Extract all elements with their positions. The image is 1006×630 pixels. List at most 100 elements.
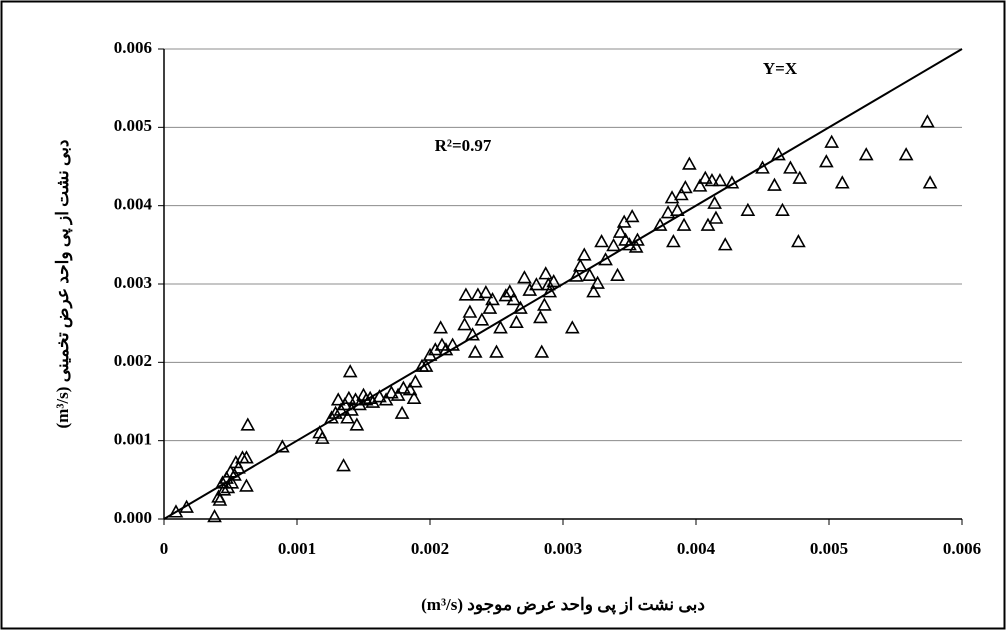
point: [628, 239, 644, 253]
point: [660, 205, 676, 219]
point: [590, 275, 605, 289]
point: [767, 177, 782, 191]
point: [630, 232, 645, 246]
point: [624, 208, 640, 223]
x-tick-label: 0.002: [411, 539, 449, 558]
point: [314, 430, 330, 444]
point: [697, 170, 713, 184]
y-tick-label: 0.000: [114, 508, 152, 527]
point: [478, 284, 494, 299]
point: [692, 178, 708, 192]
point: [529, 277, 544, 291]
point: [462, 304, 478, 318]
point: [700, 217, 716, 231]
x-tick-label: 0.003: [544, 539, 582, 558]
point: [239, 478, 254, 492]
point: [740, 202, 756, 216]
point: [707, 195, 722, 209]
point: [666, 234, 681, 248]
point: [724, 175, 740, 189]
point: [328, 405, 343, 419]
point: [712, 172, 728, 187]
y-tick-label: 0.003: [114, 273, 152, 292]
point: [216, 482, 232, 496]
point: [506, 292, 522, 306]
point: [610, 267, 625, 281]
point: [755, 160, 770, 174]
point: [467, 344, 483, 358]
point: [168, 504, 184, 518]
point: [336, 458, 351, 472]
point: [824, 134, 840, 148]
point: [358, 392, 374, 406]
point: [582, 267, 597, 281]
point: [598, 252, 613, 266]
point: [342, 364, 358, 378]
point: [576, 247, 592, 261]
point: [708, 210, 724, 224]
point: [330, 392, 346, 406]
point: [898, 147, 914, 161]
point: [349, 417, 365, 431]
point: [384, 385, 399, 399]
point: [670, 202, 685, 216]
point: [537, 297, 552, 311]
point: [664, 190, 680, 204]
point: [517, 270, 532, 284]
point: [458, 287, 474, 301]
y-axis-label: دبی نشت از پی واحد عرض تخمینی (m³/s): [53, 140, 73, 429]
x-tick-label: 0.005: [810, 539, 848, 558]
annotation: Y=X: [763, 59, 798, 78]
point: [418, 358, 434, 372]
point: [231, 460, 246, 474]
point: [717, 237, 733, 251]
point: [239, 450, 254, 464]
point: [465, 327, 480, 341]
point: [676, 217, 692, 231]
point: [678, 180, 693, 194]
point: [674, 187, 689, 201]
point: [457, 317, 472, 331]
point: [534, 344, 550, 358]
point: [783, 160, 798, 174]
point: [482, 300, 498, 314]
point: [275, 439, 290, 453]
y-tick-label: 0.004: [114, 195, 153, 214]
point: [834, 175, 850, 189]
point: [564, 320, 580, 334]
point: [489, 344, 504, 358]
point: [341, 390, 357, 404]
point: [207, 509, 222, 523]
point: [179, 499, 194, 513]
point: [402, 382, 418, 396]
point: [533, 310, 548, 324]
point: [920, 114, 935, 128]
point: [493, 320, 508, 334]
y-tick-label: 0.002: [114, 351, 152, 370]
point: [372, 389, 387, 403]
point: [818, 154, 834, 168]
point: [509, 314, 524, 328]
point: [502, 284, 518, 298]
point: [606, 237, 621, 252]
point: [406, 390, 422, 404]
point: [771, 147, 786, 161]
point: [433, 320, 448, 334]
x-tick-label: 0: [160, 539, 169, 558]
point: [681, 156, 697, 170]
point: [704, 172, 720, 187]
point: [586, 284, 601, 298]
point: [340, 410, 355, 424]
point: [212, 492, 228, 506]
point: [792, 170, 808, 184]
point: [775, 202, 790, 216]
y-tick-label: 0.006: [114, 38, 152, 57]
point: [408, 374, 423, 388]
annotation: R²=0.97: [435, 136, 492, 155]
x-tick-label: 0.006: [943, 539, 981, 558]
point: [572, 258, 588, 272]
point: [445, 337, 460, 351]
y-tick-label: 0.005: [114, 116, 152, 135]
